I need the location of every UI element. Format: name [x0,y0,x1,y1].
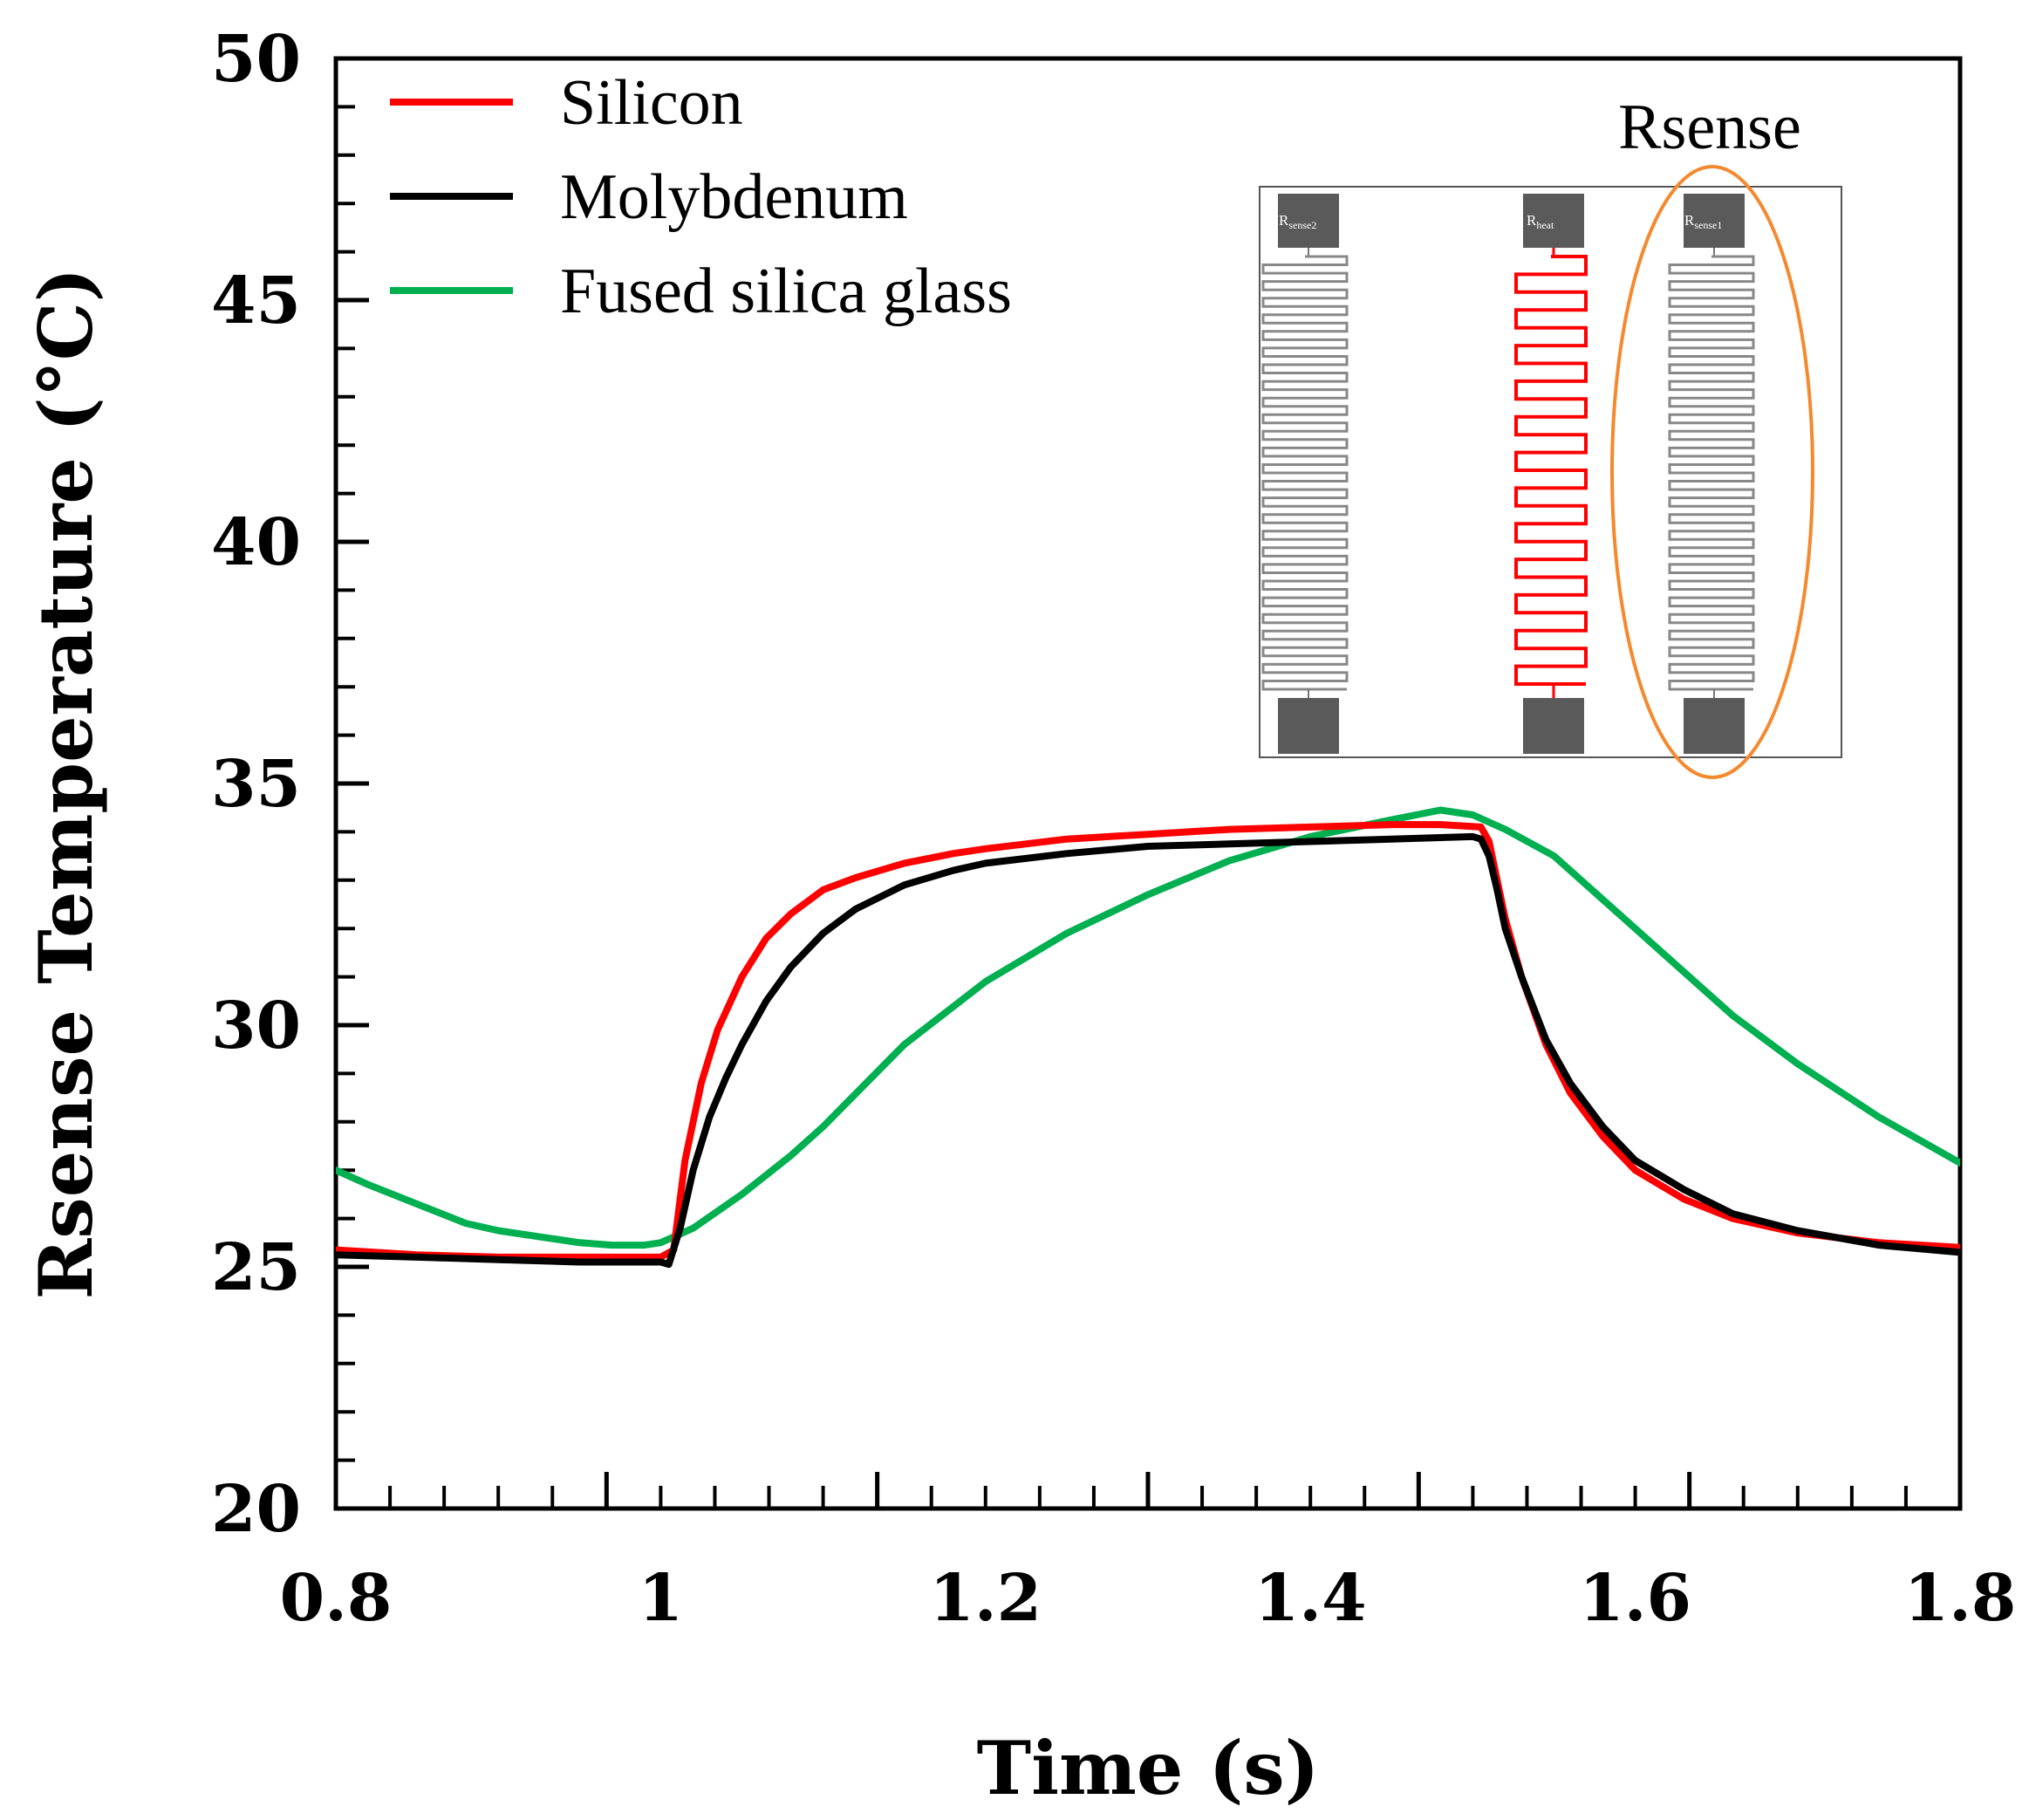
x-axis: 0.8 1 1.2 1.4 1.6 1.8 [280,1472,2017,1636]
inset-title: Rsense [1618,92,1801,163]
y-axis-title: Rsense Temperature (°C) [23,268,109,1300]
pad-left-top-label: Rsense2 [1279,212,1316,231]
x-tick-label: 1.4 [1254,1561,1367,1636]
inset-schematic: Rsense2 Rheat Rsense1 Rsense [1259,92,1842,779]
legend-label: Fused silica glass [560,256,1012,327]
series-line-silicon [336,821,1960,1261]
y-tick-label: 40 [211,505,301,580]
pad-heat-top [1523,194,1584,248]
series-group [336,806,1960,1269]
y-axis: 20 25 30 35 40 45 50 [211,22,369,1547]
serpentine-right [1668,255,1755,691]
serpentine-left [1261,255,1349,691]
y-tick-label: 20 [211,1472,301,1547]
legend-label: Molybdenum [560,161,908,233]
rsense-highlight-ellipse [1610,165,1814,779]
x-tick-label: 0.8 [280,1561,393,1636]
pad-left-top [1278,194,1339,248]
y-tick-label: 45 [211,263,301,339]
y-tick-label: 35 [211,747,301,822]
x-tick-label: 1.8 [1904,1561,2017,1636]
x-tick-label: 1 [639,1561,684,1636]
legend-label: Silicon [560,67,743,139]
x-axis-title: Time (s) [977,1725,1320,1811]
legend: Silicon Molybdenum Fused silica glass [390,67,1012,327]
pad-heat-bottom [1523,698,1584,754]
series-line-molybdenum [336,832,1960,1269]
y-tick-label: 50 [211,22,301,97]
x-tick-label: 1.6 [1579,1561,1691,1636]
series-line-fused-silica-glass [336,806,1960,1249]
pad-left-bottom [1278,698,1339,754]
pad-right-bottom [1684,698,1745,754]
serpentine-heater [1514,255,1588,686]
pad-right-top-label: Rsense1 [1684,212,1722,231]
x-tick-label: 1.2 [929,1561,1042,1636]
pad-heat-top-label: Rheat [1527,212,1554,231]
pad-right-top [1684,194,1745,248]
y-tick-label: 30 [211,989,301,1064]
y-tick-label: 25 [211,1230,301,1305]
